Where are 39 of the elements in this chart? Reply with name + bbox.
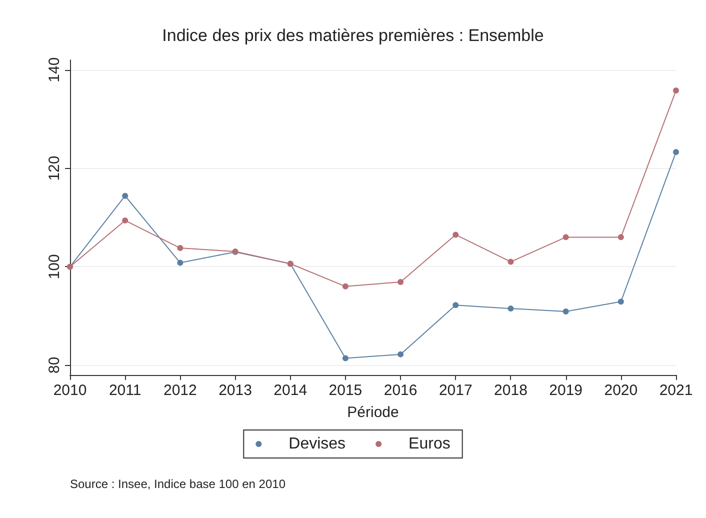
- point: [342, 355, 348, 362]
- point: [673, 88, 679, 94]
- point: [562, 308, 569, 315]
- y-tick-label: 80: [46, 356, 63, 374]
- point: [452, 232, 459, 238]
- point: [508, 258, 514, 265]
- x-tick-label: 2019: [549, 382, 583, 399]
- x-tick-label: 2015: [328, 382, 362, 399]
- y-tick-label: 140: [46, 57, 63, 82]
- point: [342, 283, 348, 290]
- x-tick-label: 2014: [274, 382, 308, 399]
- legend-label: Devises: [288, 436, 346, 452]
- x-tick-label: 2017: [438, 382, 472, 399]
- x-tick-label: 2012: [163, 382, 197, 399]
- x-tick-label: 2020: [604, 382, 638, 399]
- point: [177, 245, 184, 252]
- point: [122, 192, 128, 199]
- x-tick-label: 2021: [659, 382, 693, 399]
- point: [122, 217, 128, 224]
- point: [398, 278, 404, 285]
- point: [618, 234, 624, 240]
- point: [452, 302, 459, 308]
- source-note: Source : Insee, Indice base 100 en 2010: [70, 477, 286, 491]
- legend-label: Euros: [408, 436, 450, 452]
- x-tick-label: 2010: [53, 382, 87, 399]
- chart-title: Indice des prix des matières premières : Ensemble: [162, 26, 544, 45]
- point: [398, 351, 404, 358]
- point: [618, 298, 624, 305]
- x-tick-label: 2018: [494, 382, 528, 399]
- y-tick-label: 120: [46, 156, 63, 181]
- x-tick-label: 2016: [384, 382, 418, 399]
- x-tick-label: 2011: [108, 382, 142, 399]
- point: [508, 306, 514, 312]
- point: [673, 149, 679, 156]
- y-tick-label: 100: [46, 254, 63, 280]
- point: [177, 260, 184, 266]
- x-tick-label: 2013: [218, 382, 252, 399]
- point: [562, 234, 569, 240]
- x-axis-title: Période: [347, 404, 399, 421]
